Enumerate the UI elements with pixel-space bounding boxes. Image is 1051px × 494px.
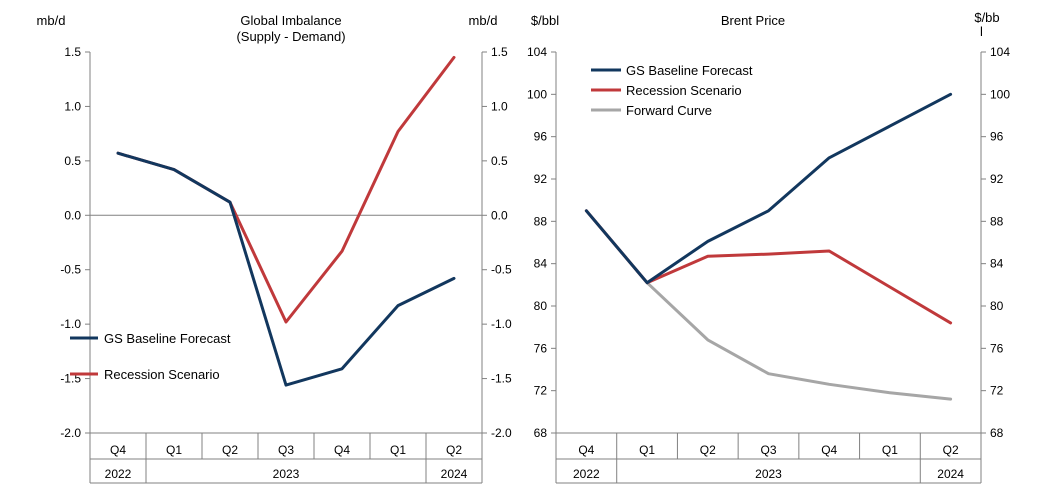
chart1-x-tick-label: Q3 <box>278 443 294 457</box>
chart1-title: Global Imbalance <box>240 13 341 28</box>
chart1-y-tick-label-left: 0.5 <box>64 154 81 168</box>
chart1-series-line-recession-scenario <box>116 55 456 324</box>
chart2-y-unit-right: $/bb <box>974 10 999 25</box>
chart2-y-tick-label-left: 96 <box>534 130 548 144</box>
chart1-x-tick-label: Q2 <box>222 443 238 457</box>
chart2-y-tick-label-left: 84 <box>534 257 548 271</box>
chart1-legend-label: GS Baseline Forecast <box>104 331 231 346</box>
chart1-x-tick-label: Q1 <box>390 443 406 457</box>
chart1-y-tick-label-right: -1.5 <box>491 372 512 386</box>
chart2-x-tick-label: Q2 <box>943 443 959 457</box>
chart2-y-tick-label-right: 68 <box>990 426 1004 440</box>
chart1-series-line-gs-baseline-forecast <box>116 151 456 387</box>
chart2-legend-label: Recession Scenario <box>626 83 742 98</box>
chart2-y-tick-label-right: 76 <box>990 341 1004 355</box>
chart2-legend-label: Forward Curve <box>626 103 712 118</box>
chart2-series-line-recession-scenario <box>584 209 953 325</box>
chart1-y-tick-label-right: 1.5 <box>491 45 508 59</box>
chart1-x-tick-label: Q2 <box>446 443 462 457</box>
chart2-x-tick-label: Q4 <box>821 443 837 457</box>
chart1-y-tick-label-right: -1.0 <box>491 317 512 331</box>
chart2-y-unit-right-cont: l <box>980 24 983 39</box>
chart1-y-tick-label-left: -0.5 <box>60 263 81 277</box>
chart2-y-tick-label-left: 68 <box>534 426 548 440</box>
chart1-year-label: 2022 <box>105 467 132 481</box>
chart2-y-tick-label-right: 80 <box>990 299 1004 313</box>
chart2-y-tick-label-left: 100 <box>527 87 547 101</box>
chart1-y-tick-label-left: 1.0 <box>64 99 81 113</box>
chart1-subtitle: (Supply - Demand) <box>236 29 345 44</box>
chart2-y-tick-label-right: 88 <box>990 214 1004 228</box>
chart1-y-tick-label-left: -2.0 <box>60 426 81 440</box>
chart1-y-tick-label-left: 1.5 <box>64 45 81 59</box>
chart1-x-tick-label: Q4 <box>334 443 350 457</box>
chart2-x-tick-label: Q2 <box>700 443 716 457</box>
chart2-y-tick-label-left: 88 <box>534 214 548 228</box>
chart2-x-tick-label: Q1 <box>639 443 655 457</box>
chart1-y-tick-label-left: -1.0 <box>60 317 81 331</box>
chart2-y-tick-label-right: 100 <box>990 87 1010 101</box>
chart2-y-tick-label-left: 72 <box>534 384 548 398</box>
chart2-series-line-forward-curve <box>584 209 953 401</box>
chart1-y-tick-label-right: -0.5 <box>491 263 512 277</box>
chart2-year-label: 2023 <box>755 467 782 481</box>
chart2-y-tick-label-left: 80 <box>534 299 548 313</box>
chart2-y-tick-label-right: 96 <box>990 130 1004 144</box>
chart2-y-tick-label-left: 76 <box>534 341 548 355</box>
chart1-year-label: 2024 <box>441 467 468 481</box>
chart1-y-tick-label-left: 0.0 <box>64 208 81 222</box>
chart2-year-label: 2024 <box>937 467 964 481</box>
chart2-y-tick-label-right: 72 <box>990 384 1004 398</box>
chart1-legend-label: Recession Scenario <box>104 367 220 382</box>
chart2-x-tick-label: Q4 <box>578 443 594 457</box>
chart2-x-tick-label: Q3 <box>760 443 776 457</box>
chart1-x-tick-label: Q4 <box>110 443 126 457</box>
chart2-y-tick-label-right: 84 <box>990 257 1004 271</box>
chart2-y-unit-left: $/bbl <box>531 13 559 28</box>
chart1-y-tick-label-right: 1.0 <box>491 99 508 113</box>
chart2-y-tick-label-left: 104 <box>527 45 547 59</box>
chart1-y-tick-label-right: 0.5 <box>491 154 508 168</box>
chart2-series-line-gs-baseline-forecast <box>584 92 953 285</box>
chart1-y-unit-right: mb/d <box>469 13 498 28</box>
chart1-y-tick-label-right: 0.0 <box>491 208 508 222</box>
chart1-x-tick-label: Q1 <box>166 443 182 457</box>
chart2-year-label: 2022 <box>573 467 600 481</box>
chart2-y-tick-label-right: 104 <box>990 45 1010 59</box>
chart1-y-tick-label-right: -2.0 <box>491 426 512 440</box>
chart2-x-tick-label: Q1 <box>882 443 898 457</box>
chart2-y-tick-label-right: 92 <box>990 172 1004 186</box>
chart2-title: Brent Price <box>721 13 785 28</box>
chart1-year-label: 2023 <box>273 467 300 481</box>
chart1-y-unit-left: mb/d <box>37 13 66 28</box>
chart2-legend-label: GS Baseline Forecast <box>626 63 753 78</box>
chart2-y-tick-label-left: 92 <box>534 172 548 186</box>
